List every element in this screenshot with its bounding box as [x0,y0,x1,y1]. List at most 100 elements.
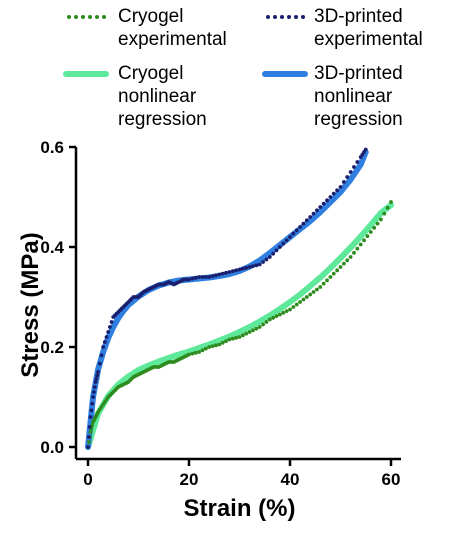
data-point [224,339,228,344]
data-point [308,215,313,219]
data-point [220,340,225,345]
data-point [328,195,333,199]
legend-label-line: experimental [314,29,423,50]
data-point [345,258,350,263]
legend-label-line: regression [314,109,403,130]
data-point [214,343,218,348]
data-point [365,234,370,239]
data-point [348,255,353,259]
legend-label: 3D-printed experimental [314,6,423,50]
data-point [193,275,198,280]
data-point [389,200,393,204]
data-point [264,320,269,324]
data-point [234,335,239,340]
legend-label-line: 3D-printed [314,63,403,84]
data-point [274,248,279,253]
legend-marker [287,15,291,19]
legend-marker [67,15,71,19]
data-point [288,235,292,239]
data-point [328,275,333,279]
data-point [207,345,212,349]
axes: 0.0 0.2 0.4 0.6 0 20 40 60 [40,138,401,489]
data-point [301,297,306,302]
data-point [355,160,360,164]
legend-label: Cryogel experimental [118,6,227,50]
legend-label-line: nonlinear [314,86,393,107]
data-point [267,317,272,322]
data-point [281,310,286,315]
data-point [358,242,363,247]
data-point [335,188,340,193]
data-point [254,326,259,331]
data-point [106,330,111,334]
data-point [190,276,195,281]
data-point [197,275,202,279]
legend-marker [273,15,277,19]
data-point [274,314,279,319]
data-point [247,330,252,334]
data-point [251,328,255,333]
data-point [331,271,336,276]
legend-label-line: Cryogel [118,63,183,84]
data-point [230,269,235,274]
data-point [86,440,91,444]
data-point [363,147,368,152]
data-point [217,272,222,277]
data-point [190,351,195,356]
data-point [86,445,90,449]
data-point [217,342,222,347]
data-point [355,246,360,251]
data-point [304,295,309,299]
data-point [187,277,191,282]
data-point [308,292,313,297]
data-point [325,278,329,283]
y-axis-title: Stress (MPa) [17,232,44,377]
data-point [203,275,208,279]
data-point [284,238,289,243]
plot-area [85,147,394,450]
data-point [104,335,109,339]
data-point [234,268,239,273]
data-point [301,221,306,226]
data-point [261,260,265,264]
y-tick-label: 0.0 [40,438,64,457]
data-point [257,325,262,329]
data-point [335,268,340,273]
data-point [210,344,215,349]
legend-marker [280,15,284,19]
data-point [281,241,286,246]
data-point [284,309,289,314]
data-point [87,425,92,429]
legend-label-line: 3D-printed [314,6,403,27]
data-point [321,201,326,206]
data-point [315,287,319,292]
data-point [311,290,316,294]
legend-marker [88,15,92,19]
legend-item-cryogel-nonlinear-regression: Cryogel nonlinear regression [63,63,207,130]
legend-marker [81,15,85,19]
data-point [224,270,228,275]
data-point [294,228,299,233]
data-point [271,251,276,256]
data-point [379,217,383,222]
legend-label: Cryogel nonlinear regression [118,63,207,130]
legend-marker [102,15,106,19]
data-point [99,353,104,358]
data-point [341,261,346,266]
data-point [261,322,265,327]
legend-item-3d-printed-experimental: 3D-printed experimental [266,6,423,50]
data-point [89,408,94,413]
data-point [237,267,242,272]
data-point [86,435,91,439]
data-point [318,285,323,289]
data-point [91,395,95,399]
data-point [382,211,387,216]
data-point [362,238,366,243]
data-point [318,205,323,209]
data-point [271,315,276,320]
legend-marker [95,15,99,19]
data-point [345,175,350,179]
data-point [291,305,296,309]
data-point [331,191,336,196]
